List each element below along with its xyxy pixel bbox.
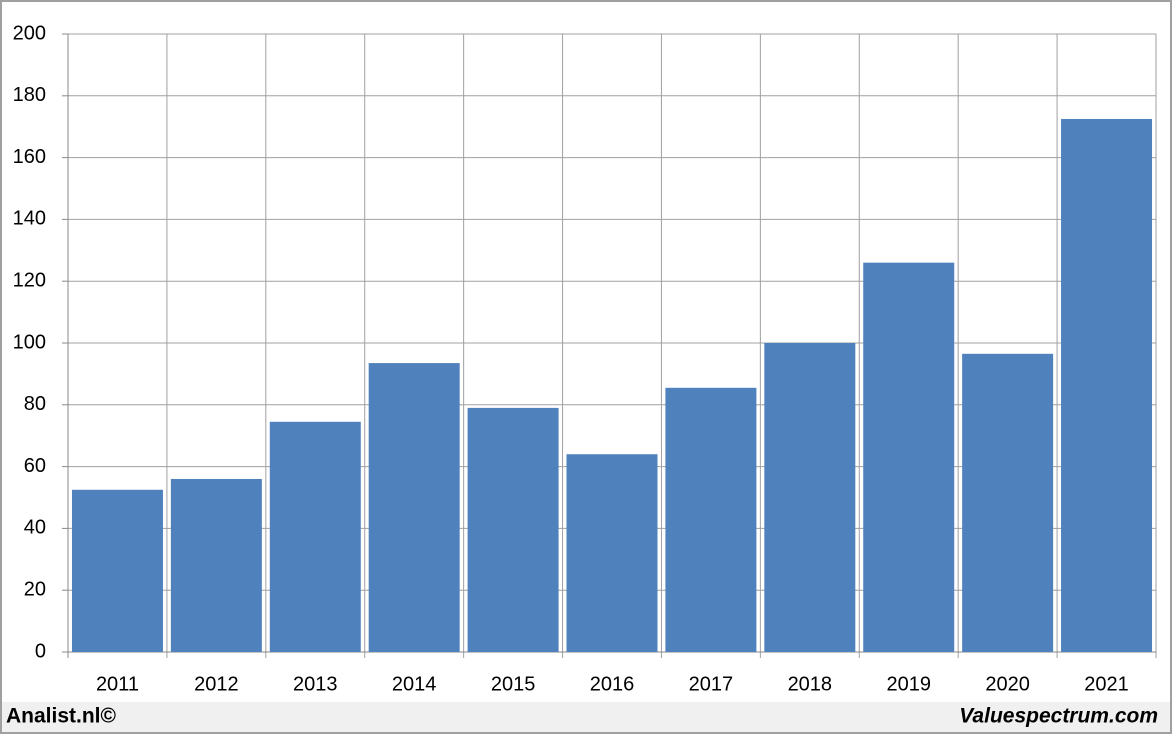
footer-band [2,702,1170,732]
y-tick-label: 20 [24,578,46,600]
bar [863,262,955,652]
x-tick-label: 2020 [985,673,1030,695]
x-tick-label: 2016 [590,673,635,695]
bar [467,407,559,652]
bar [764,343,856,652]
y-tick-label: 100 [13,331,46,353]
y-tick-label: 80 [24,393,46,415]
bar [1061,118,1153,653]
bar [368,363,460,652]
bar [962,353,1054,652]
bar [665,387,757,652]
y-tick-label: 40 [24,517,46,539]
y-tick-label: 120 [13,269,46,291]
footer-right: Valuespectrum.com [959,705,1158,728]
y-tick-label: 160 [13,146,46,168]
bar [566,454,658,652]
y-tick-label: 180 [13,84,46,106]
x-tick-label: 2014 [392,673,437,695]
footer-left: Analist.nl© [6,705,117,728]
x-tick-label: 2013 [293,673,338,695]
x-tick-label: 2015 [491,673,536,695]
y-tick-label: 60 [24,455,46,477]
bar [170,478,262,652]
x-tick-label: 2021 [1084,673,1129,695]
y-tick-label: 140 [13,208,46,230]
bar [71,489,163,652]
x-tick-label: 2018 [788,673,833,695]
x-tick-label: 2017 [689,673,734,695]
y-tick-label: 200 [13,22,46,44]
bar [269,421,361,652]
y-tick-label: 0 [35,640,46,662]
x-tick-label: 2012 [194,673,239,695]
x-tick-label: 2019 [886,673,931,695]
x-tick-label: 2011 [96,673,139,695]
